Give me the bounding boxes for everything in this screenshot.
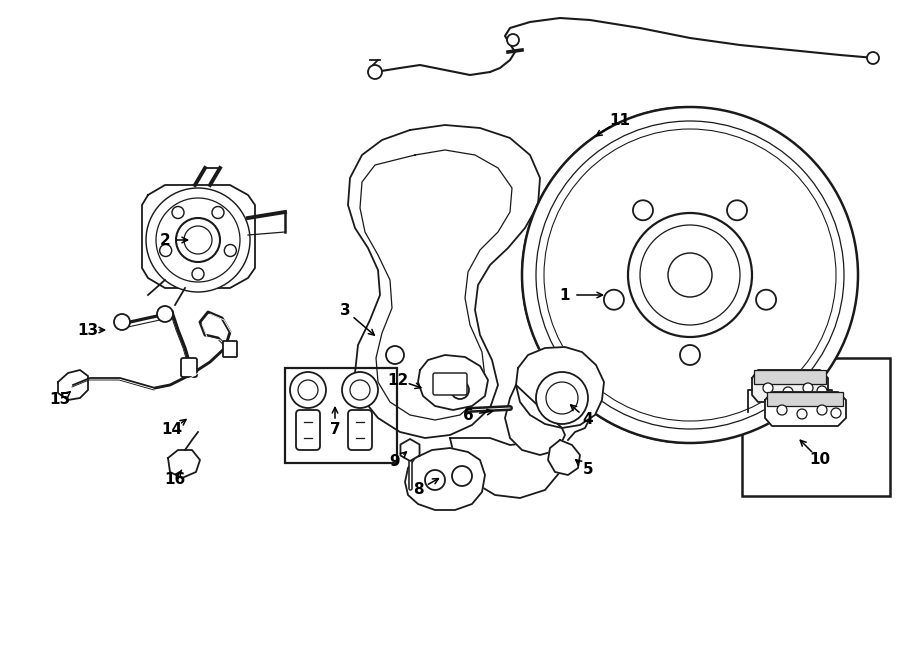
Text: 8: 8 bbox=[413, 483, 423, 498]
Circle shape bbox=[640, 225, 740, 325]
Circle shape bbox=[628, 213, 752, 337]
Polygon shape bbox=[418, 355, 488, 410]
Circle shape bbox=[604, 290, 624, 310]
Polygon shape bbox=[548, 440, 580, 475]
Polygon shape bbox=[400, 439, 419, 461]
Polygon shape bbox=[58, 370, 88, 400]
Circle shape bbox=[633, 201, 653, 220]
FancyBboxPatch shape bbox=[223, 341, 237, 357]
Circle shape bbox=[783, 387, 793, 397]
Text: 9: 9 bbox=[390, 455, 400, 469]
Circle shape bbox=[536, 121, 844, 429]
Circle shape bbox=[544, 129, 836, 421]
Circle shape bbox=[290, 372, 326, 408]
Text: 6: 6 bbox=[463, 408, 473, 422]
Circle shape bbox=[756, 290, 776, 310]
Text: 10: 10 bbox=[809, 453, 831, 467]
FancyBboxPatch shape bbox=[767, 392, 843, 406]
FancyBboxPatch shape bbox=[296, 410, 320, 450]
Text: 13: 13 bbox=[77, 322, 99, 338]
Text: 7: 7 bbox=[329, 422, 340, 438]
FancyBboxPatch shape bbox=[433, 373, 467, 395]
Circle shape bbox=[536, 372, 588, 424]
Circle shape bbox=[680, 345, 700, 365]
Circle shape bbox=[172, 207, 184, 218]
Circle shape bbox=[817, 386, 827, 396]
Circle shape bbox=[668, 253, 712, 297]
Circle shape bbox=[817, 405, 827, 415]
Circle shape bbox=[212, 207, 224, 218]
Polygon shape bbox=[405, 448, 485, 510]
Circle shape bbox=[777, 405, 787, 415]
Circle shape bbox=[727, 201, 747, 220]
Circle shape bbox=[114, 314, 130, 330]
Circle shape bbox=[507, 34, 519, 46]
Circle shape bbox=[176, 218, 220, 262]
Circle shape bbox=[452, 466, 472, 486]
Circle shape bbox=[146, 188, 250, 292]
Text: 2: 2 bbox=[159, 232, 170, 248]
FancyBboxPatch shape bbox=[181, 358, 197, 377]
Polygon shape bbox=[765, 392, 846, 426]
Circle shape bbox=[368, 65, 382, 79]
Polygon shape bbox=[505, 385, 565, 455]
Circle shape bbox=[157, 306, 173, 322]
Text: 15: 15 bbox=[50, 393, 70, 408]
Polygon shape bbox=[168, 450, 200, 478]
Polygon shape bbox=[752, 370, 828, 402]
FancyBboxPatch shape bbox=[754, 370, 826, 384]
Circle shape bbox=[522, 107, 858, 443]
Circle shape bbox=[156, 198, 240, 282]
Circle shape bbox=[546, 382, 578, 414]
Circle shape bbox=[184, 226, 212, 254]
Text: 12: 12 bbox=[387, 373, 409, 387]
Text: 3: 3 bbox=[339, 303, 350, 318]
Circle shape bbox=[350, 380, 370, 400]
Text: 16: 16 bbox=[165, 473, 185, 487]
Polygon shape bbox=[450, 438, 560, 498]
Circle shape bbox=[159, 244, 172, 256]
Circle shape bbox=[763, 383, 773, 393]
Circle shape bbox=[386, 346, 404, 364]
Polygon shape bbox=[360, 150, 512, 420]
Circle shape bbox=[298, 380, 318, 400]
Circle shape bbox=[192, 268, 204, 280]
Circle shape bbox=[425, 470, 445, 490]
Text: 14: 14 bbox=[161, 422, 183, 438]
Circle shape bbox=[797, 409, 807, 419]
Polygon shape bbox=[516, 347, 604, 428]
Text: 11: 11 bbox=[609, 113, 631, 128]
Circle shape bbox=[867, 52, 879, 64]
Text: 1: 1 bbox=[560, 287, 571, 303]
Circle shape bbox=[342, 372, 378, 408]
Polygon shape bbox=[522, 107, 680, 443]
FancyBboxPatch shape bbox=[348, 410, 372, 450]
Text: 5: 5 bbox=[582, 463, 593, 477]
Circle shape bbox=[831, 408, 841, 418]
Circle shape bbox=[803, 383, 813, 393]
Circle shape bbox=[224, 244, 237, 256]
Polygon shape bbox=[348, 125, 540, 438]
Polygon shape bbox=[142, 185, 255, 288]
Text: 4: 4 bbox=[582, 412, 593, 428]
Circle shape bbox=[451, 381, 469, 399]
